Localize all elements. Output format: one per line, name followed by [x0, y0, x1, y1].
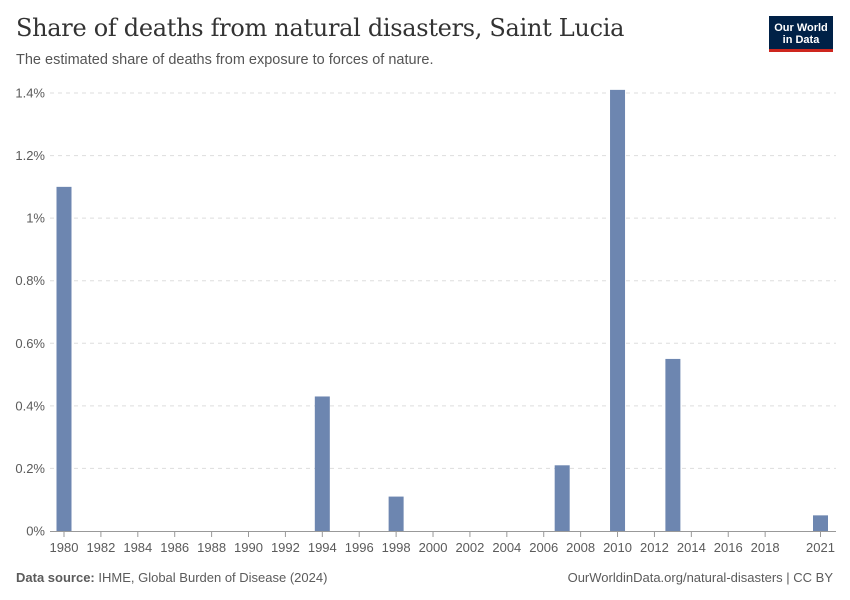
bar-2007: [554, 465, 570, 531]
x-tick-label: 1994: [308, 540, 337, 555]
x-tick-label: 2018: [751, 540, 780, 555]
y-tick-label: 0%: [26, 524, 45, 539]
data-source-label: Data source:: [16, 570, 95, 585]
x-tick-label: 2002: [455, 540, 484, 555]
bar-1980: [56, 186, 72, 531]
bar-2010: [610, 89, 626, 531]
chart-subtitle: The estimated share of deaths from expos…: [16, 52, 434, 68]
bar-2013: [665, 358, 681, 531]
x-tick-label: 2014: [677, 540, 706, 555]
x-tick-label: 1982: [86, 540, 115, 555]
logo-line-2: in Data: [782, 34, 820, 46]
x-tick-label: 2021: [806, 540, 835, 555]
y-tick-label: 0.2%: [15, 461, 45, 476]
x-tick-label: 1990: [234, 540, 263, 555]
x-tick-label: 2016: [714, 540, 743, 555]
x-tick-label: 1996: [345, 540, 374, 555]
x-tick-label: 2004: [492, 540, 521, 555]
data-source: Data source: IHME, Global Burden of Dise…: [16, 570, 327, 585]
x-tick-label: 1988: [197, 540, 226, 555]
x-tick-label: 2010: [603, 540, 632, 555]
x-tick-label: 1980: [50, 540, 79, 555]
x-tick-label: 1986: [160, 540, 189, 555]
y-tick-label: 0.4%: [15, 398, 45, 413]
x-tick-label: 1984: [123, 540, 152, 555]
bar-1994: [314, 396, 330, 531]
bar-1998: [388, 496, 404, 531]
chart-title: Share of deaths from natural disasters, …: [16, 14, 625, 42]
x-tick-label: 2012: [640, 540, 669, 555]
source-link[interactable]: OurWorldinData.org/natural-disasters | C…: [567, 570, 833, 585]
x-tick-label: 1992: [271, 540, 300, 555]
y-tick-label: 1.2%: [15, 148, 45, 163]
bar-2021: [813, 515, 828, 531]
data-source-text: IHME, Global Burden of Disease (2024): [98, 570, 328, 585]
x-tick-label: 2008: [566, 540, 595, 555]
y-tick-label: 0.8%: [15, 273, 45, 288]
x-tick-label: 1998: [382, 540, 411, 555]
owid-logo[interactable]: Our World in Data: [769, 16, 833, 52]
logo-line-1: Our World: [774, 22, 828, 34]
y-tick-label: 1%: [26, 211, 45, 226]
x-tick-label: 2000: [419, 540, 448, 555]
y-tick-label: 0.6%: [15, 336, 45, 351]
y-tick-label: 1.4%: [15, 86, 45, 101]
x-tick-label: 2006: [529, 540, 558, 555]
